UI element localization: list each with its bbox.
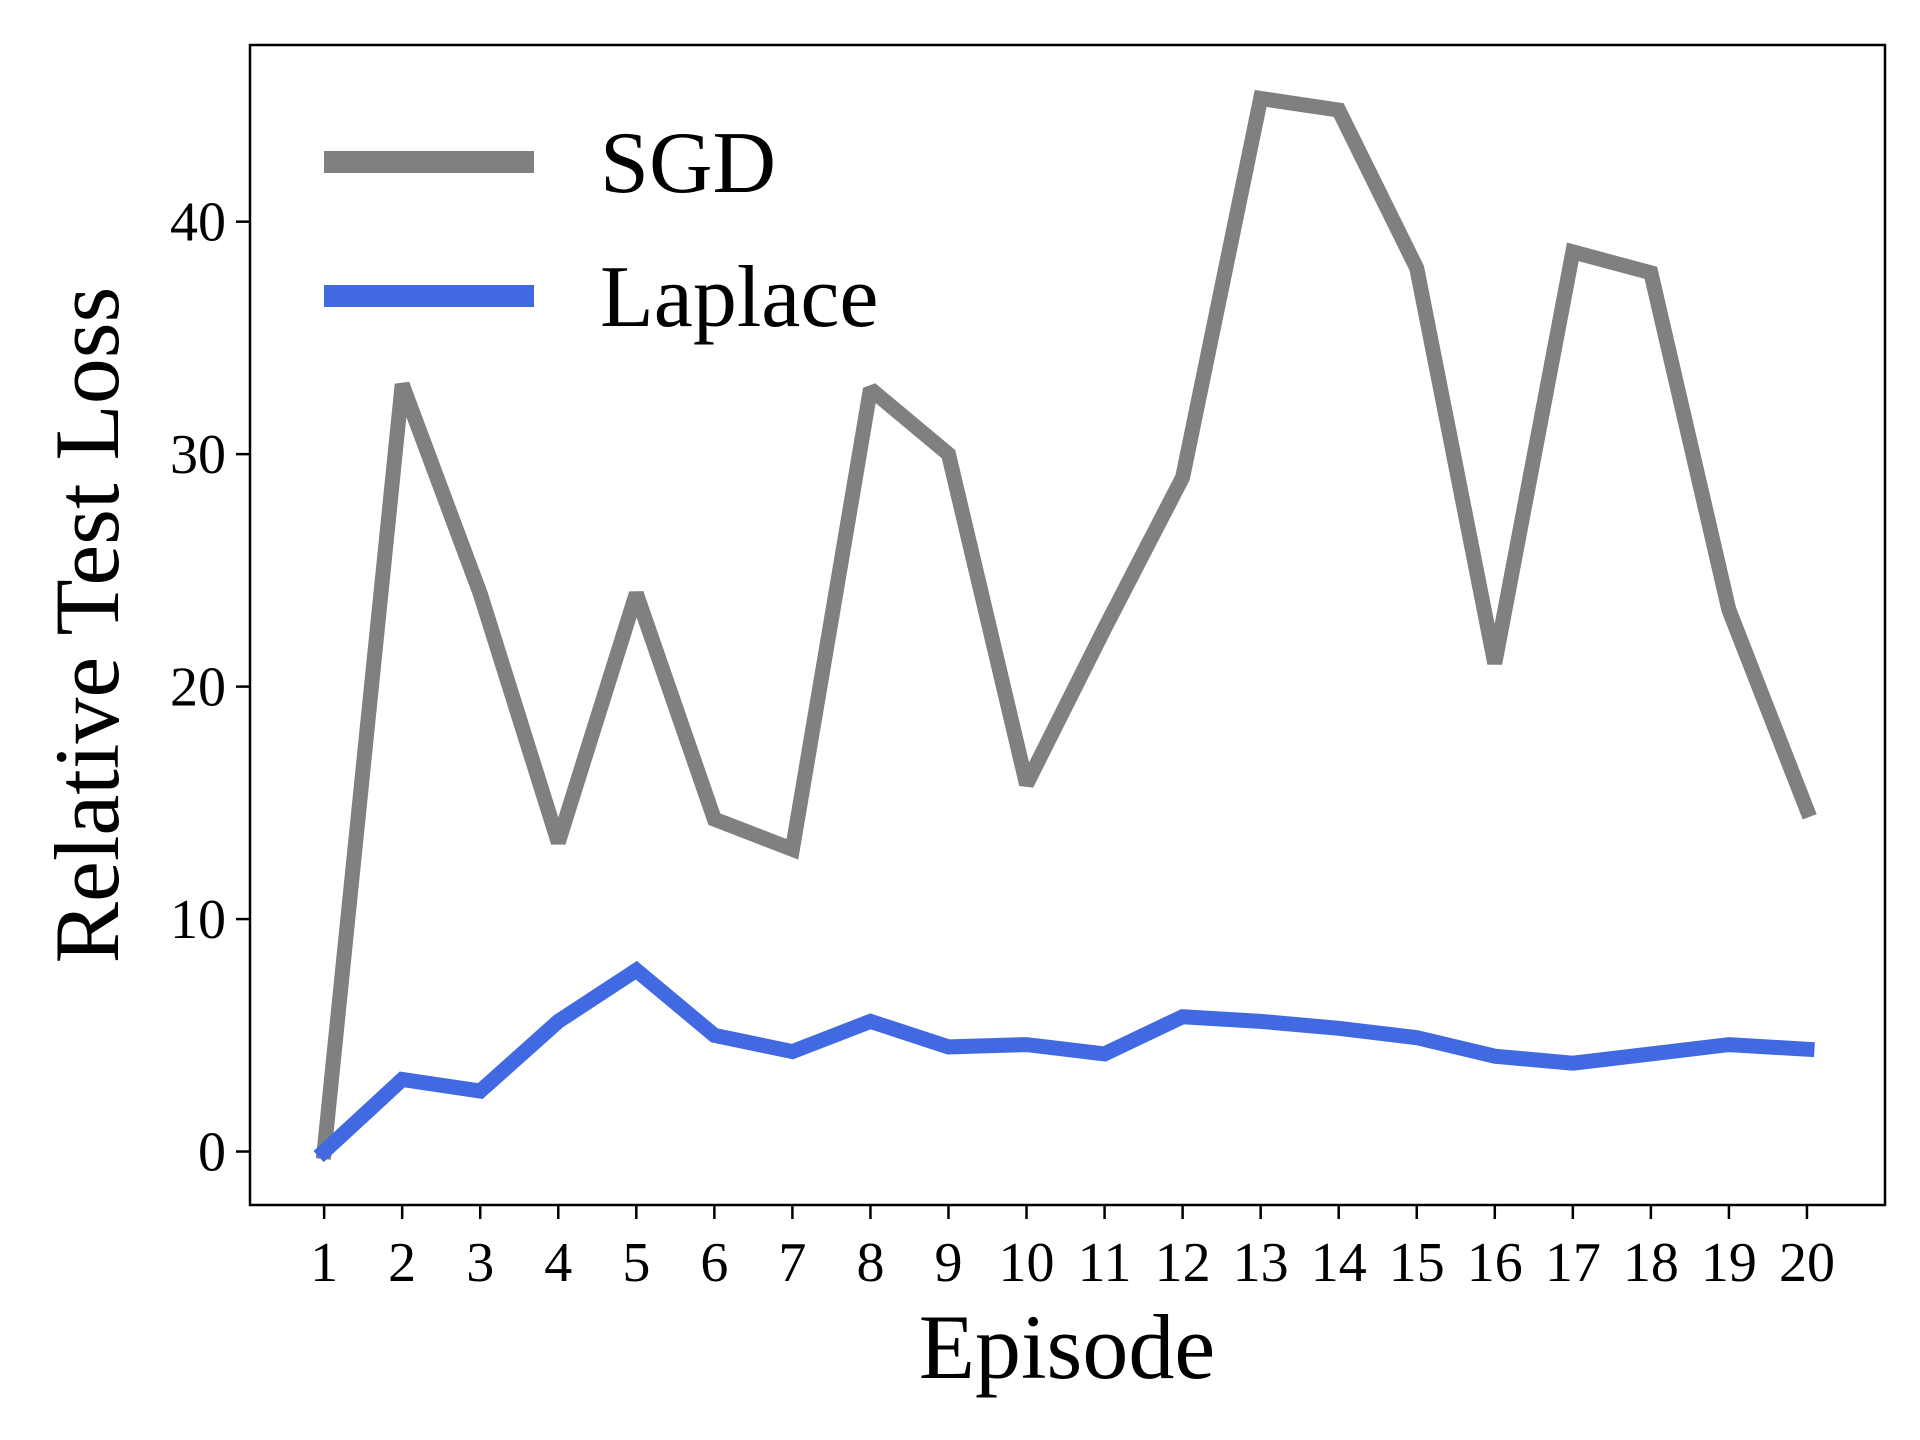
x-tick-label: 14 <box>1311 1232 1367 1294</box>
x-tick-label: 6 <box>700 1232 728 1294</box>
x-tick-label: 5 <box>622 1232 650 1294</box>
x-axis-ticks: 1 2 3 4 5 6 7 8 9 10 11 12 13 14 15 16 17 18 19 20 <box>310 1205 1835 1294</box>
plot-area <box>248 43 1887 1207</box>
x-tick-label: 16 <box>1467 1232 1523 1294</box>
y-axis-ticks: 0 10 20 30 40 <box>170 192 250 1184</box>
x-axis-label: Episode <box>919 1296 1215 1398</box>
x-tick-label: 15 <box>1389 1232 1445 1294</box>
legend-label-sgd: SGD <box>600 115 776 212</box>
x-tick-label: 8 <box>856 1232 884 1294</box>
x-tick-label: 13 <box>1233 1232 1289 1294</box>
x-tick-label: 10 <box>999 1232 1055 1294</box>
x-tick-label: 9 <box>934 1232 962 1294</box>
x-tick-label: 18 <box>1623 1232 1679 1294</box>
y-tick-label: 30 <box>170 424 226 486</box>
series-layer <box>313 90 1817 1163</box>
x-tick-label: 7 <box>778 1232 806 1294</box>
y-tick-label: 40 <box>170 192 226 254</box>
x-tick-label: 12 <box>1155 1232 1211 1294</box>
y-tick-label: 0 <box>198 1122 226 1184</box>
x-tick-label: 11 <box>1078 1232 1132 1294</box>
x-tick-label: 2 <box>388 1232 416 1294</box>
x-tick-label: 1 <box>310 1232 338 1294</box>
y-tick-label: 10 <box>170 889 226 951</box>
series-line-laplace <box>313 960 1815 1163</box>
x-tick-label: 20 <box>1779 1232 1835 1294</box>
x-tick-label: 4 <box>544 1232 572 1294</box>
series-line-sgd <box>315 90 1817 1160</box>
legend-label-laplace: Laplace <box>600 249 878 346</box>
y-tick-label: 20 <box>170 657 226 719</box>
legend: SGD Laplace <box>324 115 878 346</box>
x-tick-label: 3 <box>466 1232 494 1294</box>
x-tick-label: 17 <box>1545 1232 1601 1294</box>
x-tick-label: 19 <box>1701 1232 1757 1294</box>
y-axis-label: Relative Test Loss <box>36 287 138 964</box>
